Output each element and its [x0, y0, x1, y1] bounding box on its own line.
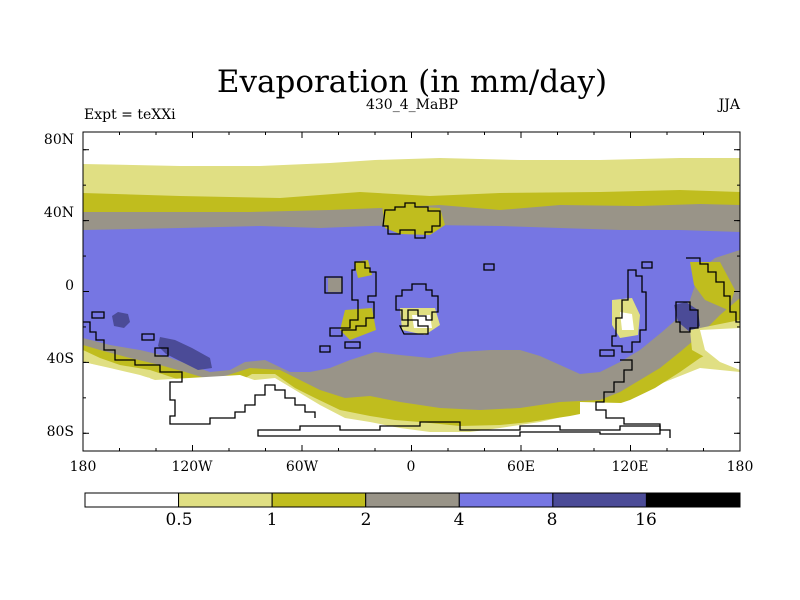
land-patch — [155, 375, 300, 424]
age-label: 430_4_MaBP — [366, 97, 458, 113]
colorbar-swatch — [458, 492, 554, 508]
coastline — [91, 311, 105, 319]
plot-title: Evaporation (in mm/day) — [217, 64, 607, 100]
coastline — [141, 333, 155, 341]
y-tick-label: 0 — [65, 278, 74, 294]
colorbar-label: 8 — [547, 510, 558, 530]
coastline — [595, 359, 671, 438]
land-patch — [700, 328, 740, 370]
x-tick-label: 180 — [727, 459, 754, 475]
coastline — [324, 276, 343, 294]
y-tick-label: 80S — [47, 424, 74, 440]
x-tick-label: 0 — [407, 459, 416, 475]
colorbar-label: 16 — [635, 510, 657, 530]
colorbar-swatch — [645, 492, 741, 508]
coastline — [382, 202, 441, 239]
colorbar-label: 2 — [361, 510, 372, 530]
x-tick-label: 60E — [507, 459, 535, 475]
coastline — [83, 321, 316, 425]
contour-4-8 — [83, 225, 740, 374]
coastline — [641, 261, 653, 269]
coastline — [675, 301, 699, 333]
x-axis: 180 120W 60W 0 60E 120E 180 — [70, 459, 754, 475]
coastline — [154, 347, 169, 357]
land-patch — [328, 278, 342, 292]
land-patch — [340, 308, 376, 340]
land-patch — [354, 260, 372, 278]
coastline — [483, 263, 495, 271]
coastline — [611, 269, 647, 353]
coastline — [329, 261, 377, 337]
x-tick-label: 180 — [70, 459, 97, 475]
contour-8-16-patch — [158, 337, 212, 370]
axis-ticks — [82, 132, 741, 451]
x-tick-label: 120E — [612, 459, 649, 475]
colorbar-swatch — [365, 492, 460, 508]
evaporation-field — [83, 132, 740, 451]
land-patch — [412, 315, 432, 328]
colorbar-swatch — [552, 492, 647, 508]
colorbar-swatch — [84, 492, 180, 508]
experiment-label: Expt = teXXi — [84, 107, 176, 123]
season-label: JJA — [717, 97, 741, 113]
coastline — [319, 345, 331, 353]
colorbar-label: 0.5 — [165, 510, 192, 530]
coastline — [395, 283, 439, 321]
y-axis: 80N 40N 0 40S 80S — [44, 132, 74, 440]
land-patch — [690, 262, 735, 310]
colorbar-label: 4 — [454, 510, 465, 530]
land-patch — [83, 362, 160, 451]
colorbar-labels: 0.5 1 2 4 8 16 — [165, 510, 656, 530]
land-outlines — [83, 202, 740, 438]
y-tick-label: 40N — [44, 205, 74, 221]
y-tick-label: 40S — [47, 351, 74, 367]
contour-8-16-patch — [112, 312, 130, 328]
y-tick-label: 80N — [44, 132, 74, 148]
colorbar-swatch — [178, 492, 273, 508]
coastline — [344, 341, 361, 349]
land-patch — [620, 312, 634, 330]
coastline — [686, 257, 740, 323]
colorbar — [84, 492, 741, 508]
land-patch — [150, 445, 740, 451]
x-tick-label: 60W — [286, 459, 319, 475]
coastline — [599, 349, 615, 357]
land-patch — [382, 205, 445, 235]
colorbar-swatch — [271, 492, 367, 508]
colorbar-label: 1 — [267, 510, 278, 530]
coastline — [398, 319, 429, 335]
coastline — [257, 421, 661, 437]
x-tick-label: 120W — [171, 459, 213, 475]
